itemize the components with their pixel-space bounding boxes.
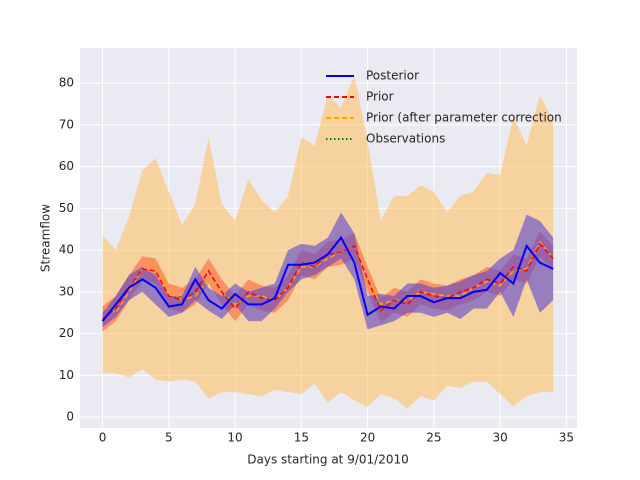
legend-label: Observations — [366, 132, 445, 146]
x-tick-label: 10 — [227, 431, 242, 445]
y-tick-label: 10 — [59, 368, 74, 382]
series-line — [102, 240, 554, 314]
y-tick-label: 40 — [59, 243, 74, 257]
x-tick-label: 0 — [99, 431, 107, 445]
x-tick-label: 5 — [165, 431, 173, 445]
x-axis-label: Days starting at 9/01/2010 — [247, 453, 408, 467]
x-tick-label: 15 — [294, 431, 309, 445]
legend-label: Prior — [366, 90, 394, 104]
y-tick-label: 0 — [66, 410, 74, 424]
y-tick-label: 20 — [59, 326, 74, 340]
series-line — [102, 242, 554, 320]
y-tick-label: 70 — [59, 117, 74, 131]
y-tick-label: 60 — [59, 159, 74, 173]
y-axis-label: Streamflow — [39, 204, 53, 272]
y-tick-label: 50 — [59, 201, 74, 215]
series-line — [101, 235, 554, 322]
legend-label: Posterior — [366, 69, 419, 83]
legend-label: Prior (after parameter correction — [366, 111, 562, 125]
y-tick-label: 80 — [59, 76, 74, 90]
y-tick-label: 30 — [59, 284, 74, 298]
x-tick-label: 25 — [426, 431, 441, 445]
x-tick-label: 20 — [360, 431, 375, 445]
x-tick-label: 30 — [492, 431, 507, 445]
x-tick-label: 35 — [559, 431, 574, 445]
